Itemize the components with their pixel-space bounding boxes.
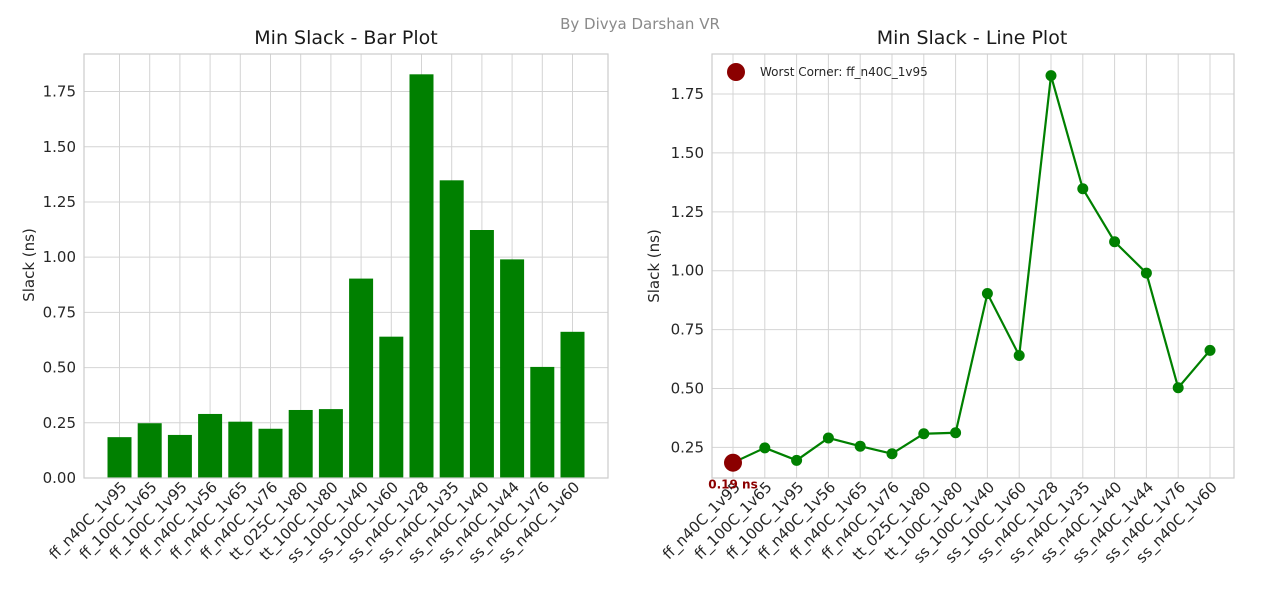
bar-ytick-label: 0.00 — [43, 469, 76, 487]
bar — [167, 434, 192, 478]
line-point — [981, 288, 993, 300]
bar-ytick-label: 0.25 — [43, 414, 76, 432]
bar — [137, 423, 162, 478]
line-point — [918, 428, 930, 440]
line-ytick-label: 1.25 — [671, 203, 704, 221]
line-ytick-label: 0.75 — [671, 321, 704, 339]
bar-chart-title: Min Slack - Bar Plot — [254, 27, 437, 49]
bar — [469, 230, 494, 478]
line-point — [1109, 236, 1121, 248]
bar-ytick-label: 1.25 — [43, 193, 76, 211]
line-point — [759, 442, 771, 454]
bar-chart-frame — [83, 53, 609, 479]
series-line — [732, 75, 1211, 464]
bar-ytick-label: 0.50 — [43, 359, 76, 377]
line-ytick-label: 1.50 — [671, 144, 704, 162]
bar — [409, 74, 434, 479]
credit-text: By Divya Darshan VR — [560, 15, 720, 33]
line-point — [1172, 382, 1184, 394]
line-point — [822, 432, 834, 444]
bar-ytick-label: 1.00 — [43, 248, 76, 266]
bar-ytick-label: 1.50 — [43, 138, 76, 156]
bar — [560, 331, 585, 478]
line-point — [1013, 350, 1025, 362]
line-ytick-label: 1.00 — [671, 262, 704, 280]
line-ytick-label: 0.25 — [671, 438, 704, 456]
line-ytick-label: 0.50 — [671, 379, 704, 397]
line-point — [1140, 267, 1152, 279]
bar-ytick-label: 0.75 — [43, 303, 76, 321]
line-chart-frame — [711, 53, 1235, 479]
bar — [198, 413, 223, 478]
worst-corner-point — [724, 453, 742, 472]
bar — [530, 366, 555, 478]
line-chart-title: Min Slack - Line Plot — [877, 27, 1068, 49]
bar — [258, 428, 283, 478]
bar — [107, 437, 132, 478]
line-point — [1204, 344, 1216, 356]
line-chart-ylabel: Slack (ns) — [645, 229, 663, 303]
bar — [288, 409, 313, 478]
bar-chart-ylabel: Slack (ns) — [20, 228, 38, 302]
bar — [349, 278, 374, 478]
line-ytick-label: 1.75 — [671, 85, 704, 103]
worst-corner-annotation: 0.19 ns — [708, 478, 757, 492]
line-chart-legend: Worst Corner: ff_n40C_1v95 — [727, 63, 928, 81]
line-chart: Min Slack - Line Plot Slack (ns) ff_n40C… — [645, 27, 1235, 567]
line-point — [950, 427, 962, 439]
legend-marker — [727, 63, 745, 81]
line-point — [886, 448, 898, 460]
bar — [318, 409, 343, 478]
bar-chart: Min Slack - Bar Plot Slack (ns) ff_n40C_… — [20, 27, 609, 567]
line-point — [1045, 70, 1057, 82]
bar — [500, 259, 525, 478]
line-point — [791, 454, 803, 466]
line-point — [854, 440, 866, 452]
line-point — [1077, 183, 1089, 195]
bar — [379, 336, 404, 478]
bar-ytick-label: 1.75 — [43, 83, 76, 101]
legend-entry: Worst Corner: ff_n40C_1v95 — [760, 65, 928, 79]
bar — [439, 180, 464, 479]
bar — [228, 421, 253, 478]
